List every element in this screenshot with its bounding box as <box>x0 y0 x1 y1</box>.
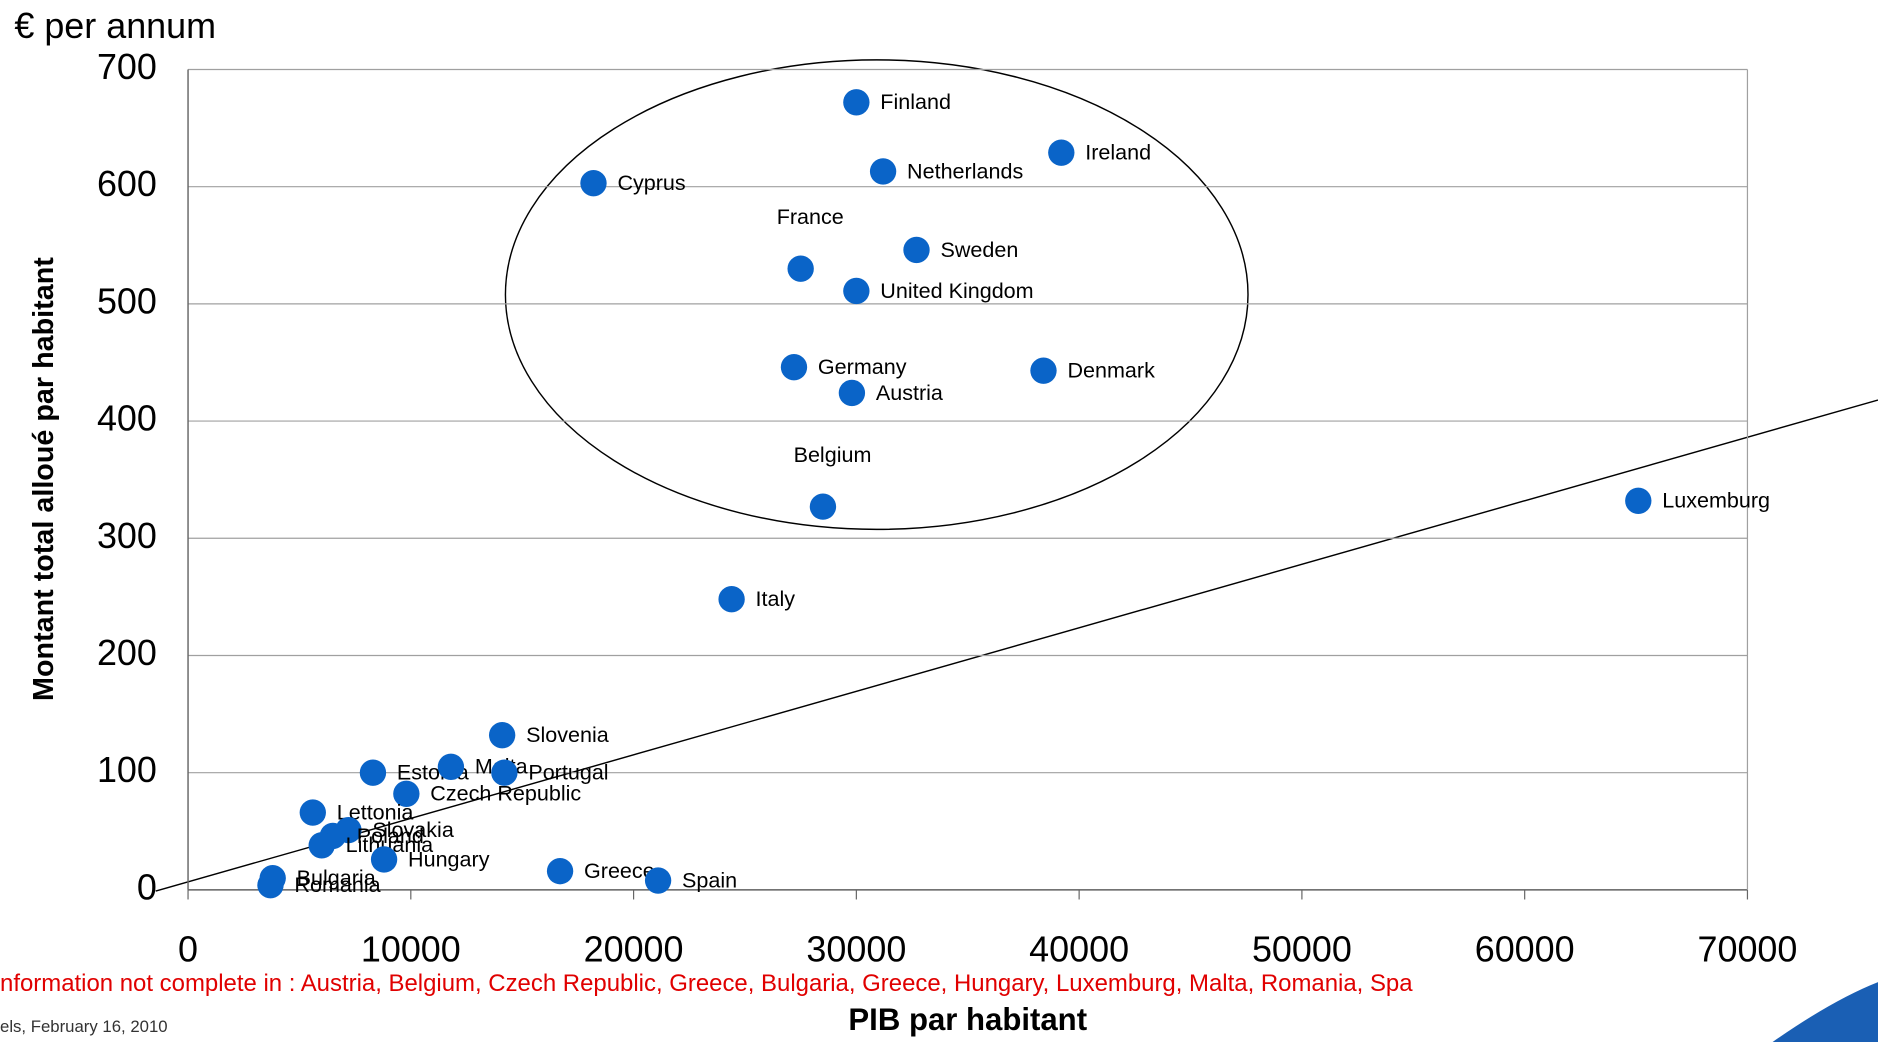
data-point <box>546 857 574 885</box>
y-tick-label: 300 <box>97 515 157 556</box>
data-point <box>491 759 518 786</box>
point-label: Germany <box>818 354 907 379</box>
data-point <box>869 158 897 185</box>
point-label: Slovenia <box>526 722 609 747</box>
point-label: Denmark <box>1067 358 1155 383</box>
point-label: Netherlands <box>907 158 1023 183</box>
point-label: Portugal <box>528 760 608 785</box>
point-label: Hungary <box>408 846 490 871</box>
data-point <box>838 379 866 407</box>
data-point <box>488 722 516 749</box>
trend-line <box>155 399 1878 892</box>
point-label: United Kingdom <box>880 278 1033 303</box>
x-tick-label: 20000 <box>584 929 684 970</box>
data-point <box>787 255 814 282</box>
y-tick-label: 500 <box>97 280 157 321</box>
footnote: nformation not complete in : Austria, Be… <box>0 970 1413 997</box>
y-axis-title: Montant total alloué par habitant <box>28 257 60 701</box>
data-point <box>718 586 745 613</box>
x-tick-label: 10000 <box>361 929 461 970</box>
point-label: Austria <box>876 380 943 405</box>
point-label: Romania <box>294 872 380 897</box>
point-label: Greece <box>584 858 655 883</box>
corner-swoosh <box>1772 982 1878 1042</box>
y-tick-label: 600 <box>97 163 157 204</box>
data-point <box>308 832 335 859</box>
point-label: Poland <box>357 823 424 848</box>
footer: els, February 16, 2010 <box>0 1017 168 1036</box>
data-point <box>780 353 808 381</box>
data-point <box>299 799 326 826</box>
x-tick-label: 40000 <box>1029 929 1129 970</box>
data-point <box>359 759 387 786</box>
point-label: Ireland <box>1085 140 1151 165</box>
point-label: Finland <box>880 89 951 114</box>
y-tick-label: 0 <box>137 866 157 907</box>
point-label: Belgium <box>794 442 872 467</box>
point-label: Italy <box>756 586 796 611</box>
x-tick-label: 30000 <box>806 929 906 970</box>
y-tick-label: 200 <box>97 632 157 673</box>
point-label: Bulgaria <box>297 865 376 890</box>
data-point <box>644 867 672 894</box>
data-point <box>843 277 870 305</box>
y-tick-label: 400 <box>97 398 157 439</box>
data-point <box>370 846 398 873</box>
point-label: Czech Republic <box>430 781 581 806</box>
x-axis-title: PIB par habitant <box>848 1002 1087 1037</box>
cluster-ellipse <box>504 59 1249 531</box>
point-label: France <box>777 204 844 229</box>
y-unit-label: € per annum <box>14 5 216 46</box>
data-point <box>809 493 837 520</box>
point-label: Spain <box>682 867 737 892</box>
point-label: Cyprus <box>617 170 685 195</box>
y-tick-label: 100 <box>97 749 157 790</box>
point-label: Slovakia <box>372 817 453 842</box>
data-point <box>437 753 465 781</box>
data-point <box>1625 487 1652 514</box>
y-tick-label: 700 <box>97 46 157 87</box>
point-label: Sweden <box>940 237 1018 262</box>
data-point <box>393 780 420 807</box>
data-point <box>1030 357 1057 384</box>
data-point <box>843 89 870 116</box>
data-point <box>257 872 284 899</box>
x-tick-label: 60000 <box>1475 929 1575 970</box>
x-tick-label: 70000 <box>1698 929 1798 970</box>
data-point <box>580 169 607 197</box>
x-tick-label: 50000 <box>1252 929 1352 970</box>
x-tick-label: 0 <box>178 929 198 970</box>
data-point <box>903 236 930 264</box>
data-point <box>1048 139 1075 166</box>
point-label: Luxemburg <box>1662 488 1770 513</box>
